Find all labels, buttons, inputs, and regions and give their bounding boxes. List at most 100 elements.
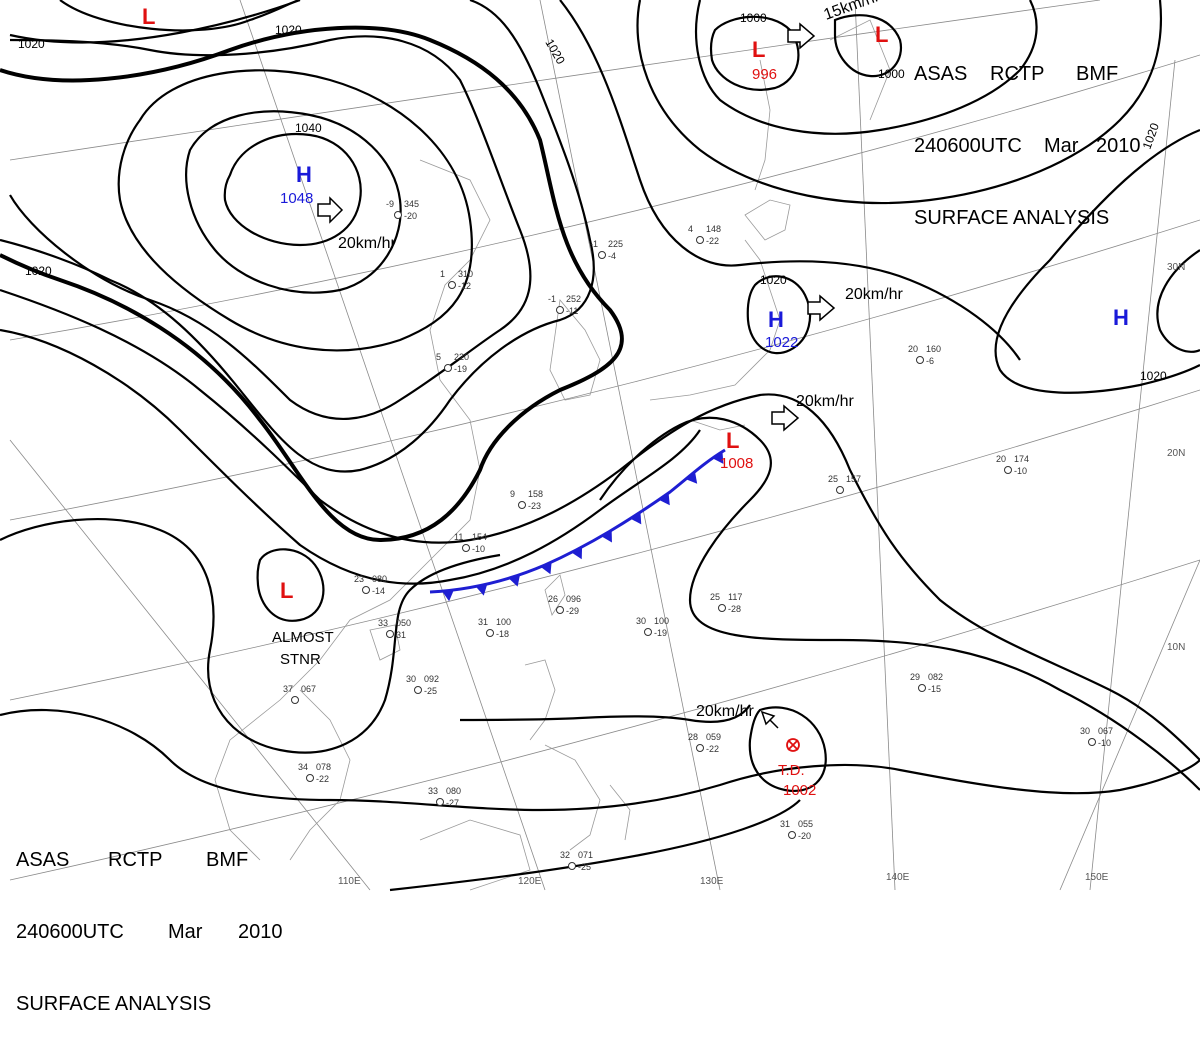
motion-indicators: 20km/hr 20km/hr 20km/hr 15km/hr 20km/hr <box>317 0 903 729</box>
graticule <box>9 0 1200 891</box>
station-circle <box>306 774 314 782</box>
svg-text:082: 082 <box>928 672 943 682</box>
svg-text:-10: -10 <box>472 544 485 554</box>
svg-text:-23: -23 <box>528 501 541 511</box>
svg-text:100: 100 <box>496 617 511 627</box>
station-circle <box>386 630 394 638</box>
motion-speed-label: 20km/hr <box>796 393 854 410</box>
station-plot: 20 160 -6 <box>908 344 941 366</box>
station-plot: 5 220 -19 <box>436 352 469 374</box>
grid-labels: 110E 120E 130E 140E 150E 30N 20N 10N <box>338 262 1185 887</box>
isobar-label: 1020 <box>25 264 52 278</box>
cold-front-triangle <box>475 583 488 596</box>
isobar-label: 1000 <box>740 11 767 25</box>
station-circle <box>644 628 652 636</box>
longitude-label: 110E <box>338 876 361 887</box>
latitude-line <box>9 559 1200 881</box>
isobar-label: 1020 <box>18 37 45 51</box>
isobar <box>459 704 751 723</box>
station-plot: 25 117 -28 <box>710 592 742 614</box>
station-circle <box>436 798 444 806</box>
cold-front-triangle <box>540 562 552 575</box>
header-year: 2010 <box>1096 135 1141 157</box>
header-month: Mar <box>1044 135 1079 157</box>
header-row-1: ASAS RCTP BMF <box>16 848 296 872</box>
svg-text:148: 148 <box>706 224 721 234</box>
longitude-line <box>854 0 896 891</box>
svg-text:20: 20 <box>996 454 1006 464</box>
svg-text:-19: -19 <box>654 628 667 638</box>
isobar <box>694 0 1038 135</box>
latitude-label: 10N <box>1167 642 1185 653</box>
station-plot: 31 100 -18 <box>478 617 511 639</box>
svg-text:-20: -20 <box>798 831 811 841</box>
station-circle <box>598 251 606 259</box>
motion-speed-label: 20km/hr <box>845 286 903 303</box>
station-circle <box>568 862 576 870</box>
latitude-line <box>9 219 1200 521</box>
svg-text:28: 28 <box>688 732 698 742</box>
svg-text:30: 30 <box>636 616 646 626</box>
station-circle <box>1004 466 1012 474</box>
isobar <box>709 15 800 91</box>
china-coast <box>214 159 491 861</box>
isobar <box>748 706 827 793</box>
longitude-line <box>239 0 546 891</box>
isobar <box>1156 249 1200 353</box>
stationary-note-line2: STNR <box>280 651 321 668</box>
station-plot: 23 080 -14 <box>354 574 387 596</box>
longitude-label: 140E <box>886 872 910 883</box>
low-pressure-letter: L <box>142 4 155 29</box>
svg-text:067: 067 <box>301 684 316 694</box>
svg-text:-28: -28 <box>728 604 741 614</box>
header-time: 240600UTC <box>914 135 1022 157</box>
philippines-coast <box>524 659 631 851</box>
motion-arrow <box>771 404 800 432</box>
station-plot: 11 154 -10 <box>454 532 487 554</box>
svg-text:117: 117 <box>728 592 742 602</box>
svg-text:100: 100 <box>654 616 669 626</box>
svg-text:067: 067 <box>1098 726 1113 736</box>
svg-text:26: 26 <box>548 594 558 604</box>
motion-speed-label: 20km/hr <box>696 703 754 720</box>
isobar <box>0 518 501 754</box>
header-month: Mar <box>168 921 203 943</box>
station-plot: 1 310 -12 <box>440 269 473 291</box>
station-circle <box>918 684 926 692</box>
svg-text:-1: -1 <box>590 239 598 249</box>
header-title: SURFACE ANALYSIS <box>914 207 1110 229</box>
station-plots: -9 345-20 -1 225-4 4 148-22 1 310-12 -1 252-1… <box>283 199 1113 872</box>
hokkaido-coast <box>744 199 791 241</box>
longitude-label: 120E <box>518 876 542 887</box>
station-circle <box>556 306 564 314</box>
svg-text:-11: -11 <box>566 306 578 316</box>
station-plot: 34 078 -22 <box>298 762 331 784</box>
map-canvas: 1020 1020 1020 1040 1020 1020 1000 1000 … <box>0 0 1200 892</box>
longitude-label: 130E <box>700 876 724 887</box>
svg-text:-22: -22 <box>706 744 719 754</box>
weather-map: 1020 1020 1020 1040 1020 1020 1000 1000 … <box>0 0 1200 892</box>
motion-speed-label: 20km/hr <box>338 235 396 252</box>
cold-front-triangle <box>685 471 698 484</box>
isobar-label: 1020 <box>275 23 302 37</box>
station-circle <box>448 281 456 289</box>
isobar <box>0 288 1200 761</box>
header-source: ASAS <box>914 63 968 85</box>
header-station: RCTP <box>990 63 1045 85</box>
latitude-label: 20N <box>1167 448 1185 459</box>
taiwan-coast <box>544 574 566 616</box>
isobar <box>0 0 595 473</box>
longitude-label: 150E <box>1085 872 1109 883</box>
low-pressure-value: 1008 <box>720 455 753 472</box>
indochina-coast <box>289 689 351 861</box>
isobar <box>746 275 812 355</box>
isobar <box>559 0 1021 361</box>
station-circle <box>462 544 470 552</box>
low-pressure-letter: L <box>875 22 888 47</box>
station-plot: 30 067 -10 <box>1080 726 1113 748</box>
isobar-label: 1000 <box>878 67 905 81</box>
pressure-systems: H 1048 H 1022 H L 996 L 1008 L L L <box>142 4 1129 603</box>
svg-text:31: 31 <box>780 819 790 829</box>
svg-text:-19: -19 <box>454 364 467 374</box>
longitude-line <box>539 0 721 891</box>
